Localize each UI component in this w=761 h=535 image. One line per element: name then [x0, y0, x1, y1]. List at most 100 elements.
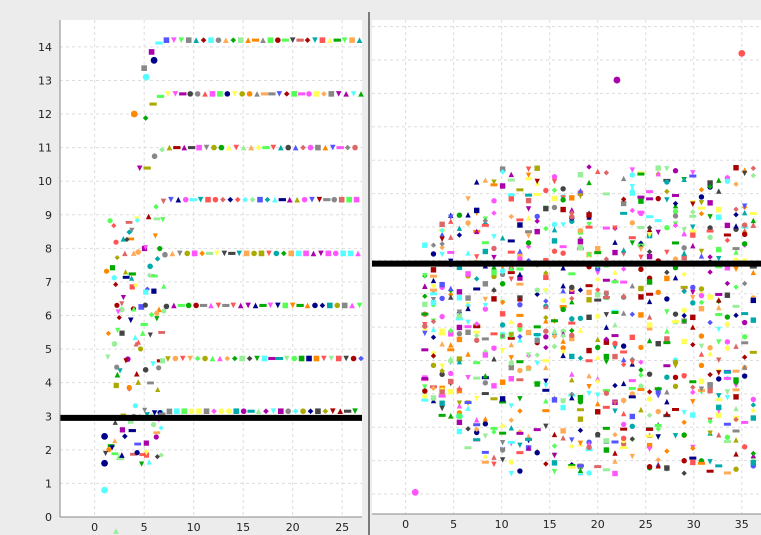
right-data-point [429, 288, 437, 292]
right-highlight-point [738, 49, 746, 57]
right-data-point [422, 283, 428, 289]
right-data-point [646, 232, 653, 238]
left-data-point [172, 355, 179, 362]
right-data-point [551, 248, 558, 254]
left-data-point [158, 412, 166, 416]
right-data-point [638, 266, 644, 273]
right-data-point [716, 326, 722, 333]
left-data-point [329, 408, 336, 415]
left-data-point [254, 91, 260, 97]
left-data-point [199, 303, 208, 307]
right-data-point [517, 337, 523, 343]
right-data-point [733, 181, 739, 187]
right-data-point [690, 209, 696, 215]
left-data-point [353, 196, 360, 203]
left-data-point [122, 433, 128, 440]
right-data-point [543, 328, 549, 334]
right-data-point [586, 164, 592, 170]
right-data-point [681, 307, 687, 314]
left-data-point [153, 217, 161, 221]
right-data-point [603, 290, 610, 297]
right-data-point [464, 325, 472, 329]
right-data-point [595, 431, 601, 438]
left-data-point [177, 303, 185, 307]
left-y-tick-label: 6 [45, 310, 52, 323]
right-data-point [672, 194, 680, 197]
right-data-point [723, 376, 731, 380]
right-data-point [681, 432, 687, 438]
right-data-point [560, 435, 566, 441]
left-data-point [119, 301, 125, 307]
left-data-point [114, 364, 120, 370]
left-data-point [184, 250, 191, 257]
right-data-point [448, 342, 454, 348]
right-data-point [551, 221, 558, 228]
right-data-point [439, 251, 445, 258]
right-data-point [629, 423, 635, 430]
left-data-point [321, 91, 327, 97]
left-data-point [153, 434, 159, 440]
right-data-point [577, 187, 584, 194]
left-data-point [182, 196, 189, 203]
right-data-point [481, 450, 489, 454]
left-data-point [291, 91, 297, 97]
right-data-point [516, 188, 524, 192]
right-data-point [724, 314, 731, 320]
right-data-point [706, 469, 714, 473]
left-data-point [285, 144, 292, 151]
right-data-point [595, 245, 601, 252]
left-data-point [231, 91, 238, 97]
right-data-point [533, 325, 541, 329]
left-y-tick-label: 0 [45, 511, 52, 524]
right-data-point [602, 426, 610, 430]
left-data-point [275, 37, 281, 43]
right-data-point [664, 389, 670, 395]
left-data-point [134, 217, 140, 223]
right-data-point [750, 269, 757, 276]
right-data-point [586, 251, 592, 257]
right-data-point [602, 295, 610, 299]
left-data-point [263, 408, 269, 415]
right-data-point [543, 205, 549, 212]
right-data-point [491, 269, 497, 276]
left-data-point [297, 92, 306, 96]
left-data-point [349, 302, 355, 309]
left-data-point [174, 408, 180, 415]
right-data-point [603, 312, 610, 318]
right-data-point [543, 225, 549, 232]
left-data-point [117, 368, 123, 374]
left-data-point [355, 250, 361, 257]
left-data-point [113, 281, 119, 288]
left-data-point [154, 310, 160, 316]
left-data-point [185, 37, 192, 43]
right-data-point [568, 272, 576, 276]
right-data-point [499, 457, 506, 463]
left-data-point [205, 196, 211, 203]
right-data-point [681, 470, 687, 476]
right-data-point [430, 353, 437, 359]
right-data-point [595, 313, 601, 319]
right-data-point [430, 318, 437, 325]
left-data-point [188, 408, 195, 415]
right-data-point [672, 241, 680, 245]
right-data-point [439, 328, 445, 334]
right-data-point [481, 460, 489, 464]
left-data-point [132, 403, 139, 409]
right-data-point [473, 332, 480, 339]
right-data-point [663, 364, 671, 368]
left-data-point [156, 306, 162, 313]
right-data-point [499, 447, 506, 453]
left-y-tick-label: 8 [45, 242, 52, 255]
left-points [101, 37, 364, 534]
right-data-point [664, 398, 670, 405]
right-data-point [499, 299, 506, 305]
left-data-point [211, 144, 217, 151]
right-data-point [716, 339, 722, 345]
left-data-point [285, 408, 292, 415]
right-data-point [664, 166, 670, 172]
left-data-point [114, 371, 121, 378]
left-data-point [239, 355, 245, 362]
left-data-point [341, 37, 348, 43]
left-data-point [107, 218, 113, 224]
right-data-point [603, 170, 610, 176]
